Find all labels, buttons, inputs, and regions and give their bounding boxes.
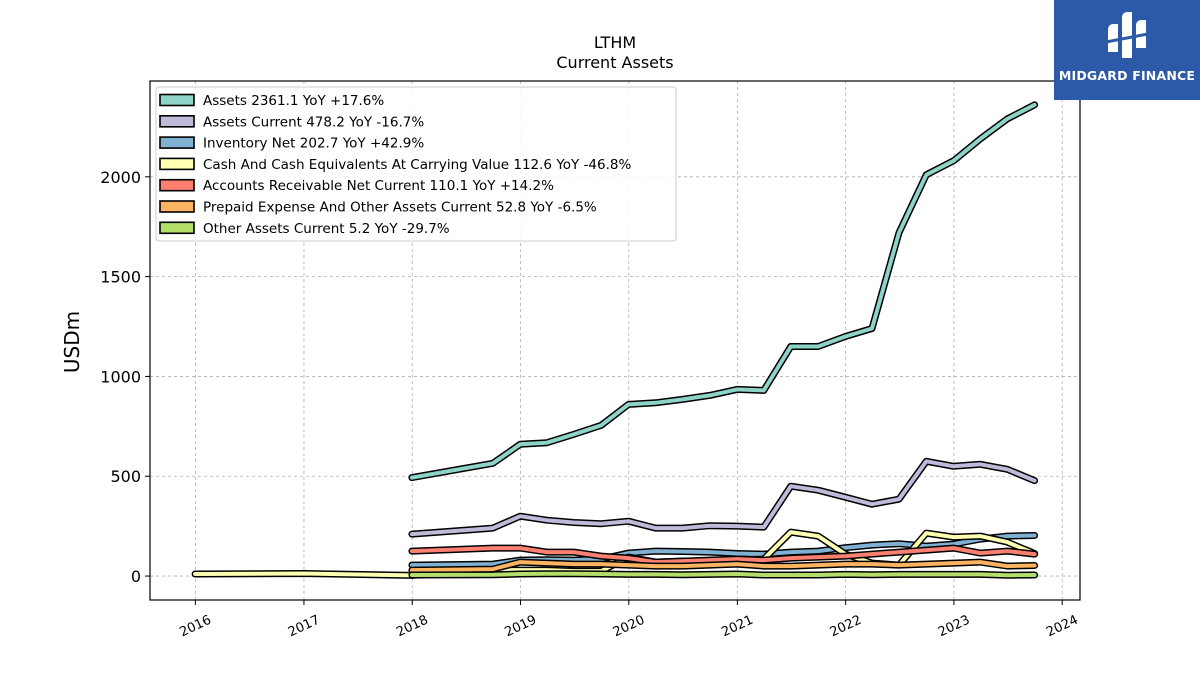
legend-entry: Accounts Receivable Net Current 110.1 Yo… [203,178,554,194]
x-tick-label: 2017 [286,613,322,641]
x-tick-label: 2022 [828,613,864,641]
legend-swatch [159,157,195,171]
series-line [409,546,1037,565]
series-1 [408,457,1039,538]
legend-swatch [159,93,195,107]
y-tick-label: 1500 [100,268,141,287]
legend-swatch [159,221,195,235]
series-2 [408,532,1039,569]
series-line [409,102,1037,480]
legend-entry: Inventory Net 202.7 YoY +42.9% [203,136,424,152]
legend-entry: Prepaid Expense And Other Assets Current… [203,200,597,216]
legend: Assets 2361.1 YoY +17.6% Assets Current 4… [155,86,677,242]
series-line [409,533,1037,568]
series-4 [408,544,1039,566]
x-tick-label: 2023 [936,613,972,641]
legend-entry: Assets 2361.1 YoY +17.6% [203,93,384,109]
legend-box [155,86,677,242]
legend-swatch [159,136,195,149]
series-0 [408,101,1039,482]
legend-swatch [159,178,195,192]
midgard-logo-icon [1105,12,1149,58]
x-tick-label: 2021 [719,613,755,641]
x-tick-label: 2020 [611,613,647,641]
y-axis-label: USDm [60,311,84,373]
series-5 [408,558,1039,574]
y-tick-label: 1000 [100,367,141,386]
x-tick-label: 2024 [1044,613,1080,641]
series-6 [408,570,1039,579]
legend-swatch [159,200,195,213]
y-tick-label: 2000 [100,168,141,187]
x-tick-label: 2016 [177,613,213,641]
series-line [409,571,1037,578]
x-tick-label: 2018 [394,613,430,641]
series-line [409,560,1037,573]
legend-entry: Other Assets Current 5.2 YoY -29.7% [203,221,450,237]
series-layer [191,101,1039,579]
chart-subtitle: Current Assets [556,53,673,72]
plot-frame [149,80,1081,601]
legend-swatch [159,115,195,128]
legend-entry: Cash And Cash Equivalents At Carrying Va… [203,157,631,173]
legend-entry: Assets Current 478.2 YoY -16.7% [203,114,424,130]
series-line [409,459,1037,537]
chart-title: LTHM [594,33,636,52]
y-tick-label: 0 [131,567,141,586]
midgard-finance-logo: MIDGARD FINANCE [1054,0,1200,100]
y-tick-label: 500 [110,467,141,486]
logo-text: MIDGARD FINANCE [1058,68,1196,83]
x-tick-label: 2019 [503,613,539,641]
